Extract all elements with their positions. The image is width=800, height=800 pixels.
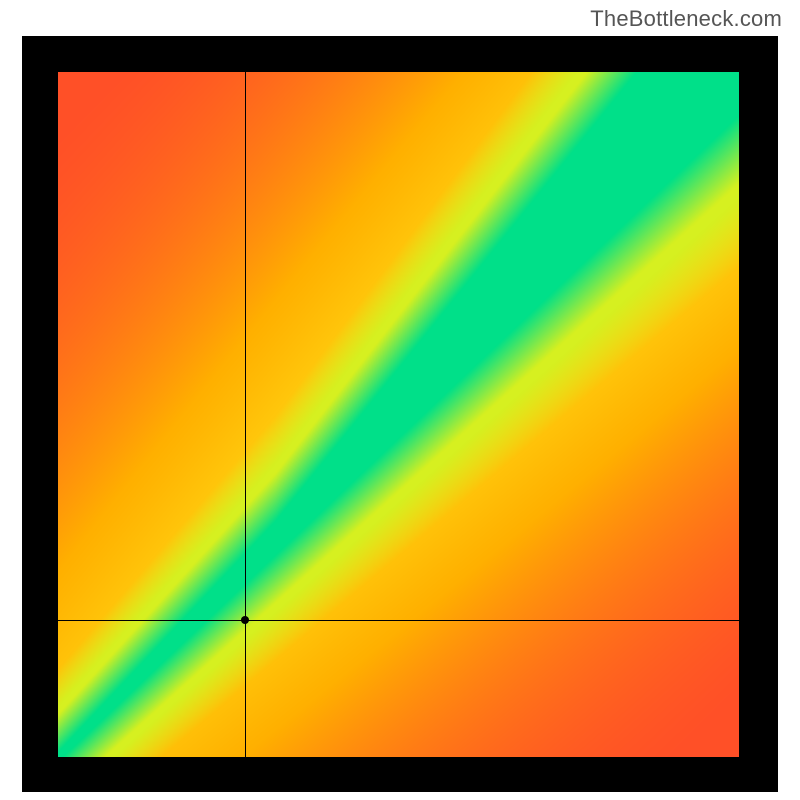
crosshair-marker	[241, 616, 249, 624]
crosshair-vertical	[245, 72, 246, 757]
plot-outer-frame	[22, 36, 778, 792]
chart-container: { "watermark": "TheBottleneck.com", "can…	[0, 0, 800, 800]
crosshair-horizontal	[58, 620, 739, 621]
heatmap-canvas	[58, 72, 739, 757]
watermark-text: TheBottleneck.com	[590, 6, 782, 32]
plot-area	[58, 72, 739, 757]
